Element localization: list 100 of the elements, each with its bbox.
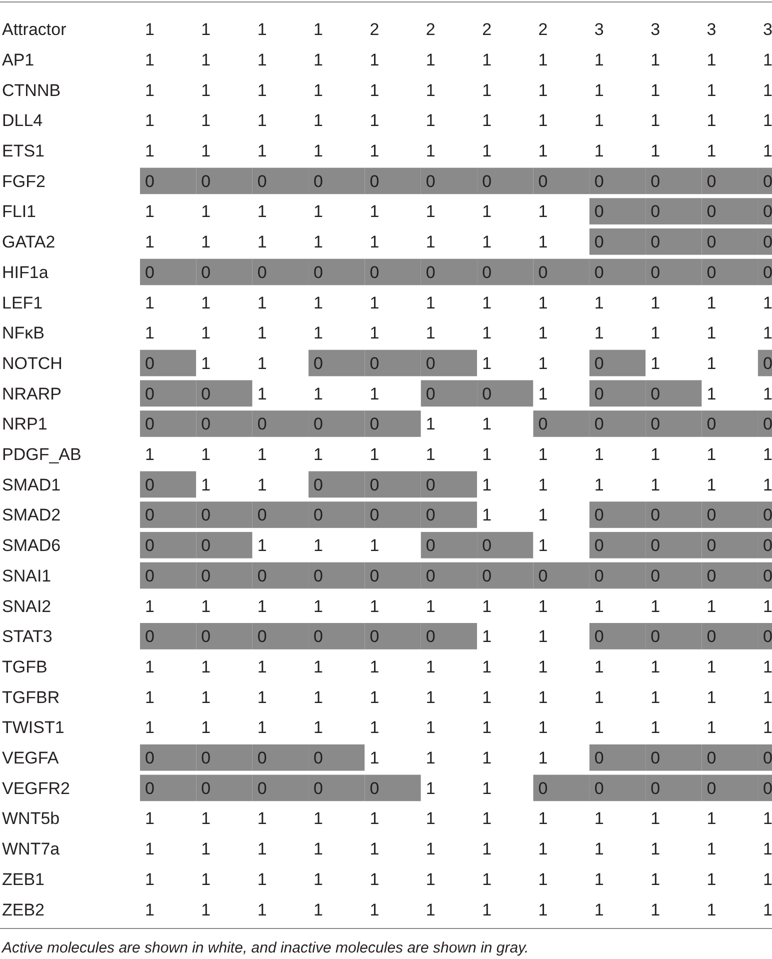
data-label: 0 [594, 262, 604, 282]
data-label: 1 [201, 354, 211, 373]
data-label: 1 [538, 748, 548, 768]
data-label: 1 [314, 900, 323, 920]
data-label: 1 [538, 354, 548, 373]
data-label: 0 [650, 627, 660, 646]
data-label: 0 [762, 536, 772, 556]
y-tick-label: WNT5b [2, 809, 60, 828]
data-label: 1 [314, 809, 323, 828]
data-label: 1 [370, 809, 380, 828]
data-label: 0 [370, 475, 380, 494]
data-label: 1 [538, 688, 548, 707]
data-label: 1 [201, 809, 211, 828]
data-label: 1 [650, 900, 660, 920]
data-label: 1 [538, 202, 548, 222]
data-label: 1 [650, 50, 660, 70]
data-label: 1 [762, 718, 772, 738]
data-label: 0 [706, 506, 716, 525]
data-label: 1 [201, 202, 211, 222]
data-label: 1 [426, 445, 436, 464]
data-label: 0 [201, 262, 211, 282]
data-label: 1 [370, 324, 380, 343]
data-label: 1 [145, 445, 154, 464]
y-tick-label: ZEB2 [2, 900, 45, 920]
data-label: 0 [762, 202, 772, 222]
x-axis-title: Attractor [2, 20, 67, 40]
y-tick-label: SNAI2 [2, 596, 52, 616]
data-label: 1 [594, 50, 604, 70]
data-label: 0 [314, 627, 323, 646]
data-label: 1 [762, 445, 772, 464]
y-tick-label: PDGF_AB [2, 445, 82, 464]
data-label: 1 [145, 718, 154, 738]
data-label: 1 [257, 870, 267, 889]
data-label: 0 [257, 506, 267, 525]
data-label: 1 [706, 354, 716, 373]
data-label: 1 [762, 324, 772, 343]
data-label: 1 [370, 536, 380, 556]
data-label: 1 [201, 657, 211, 676]
data-label: 0 [762, 748, 772, 768]
data-label: 1 [257, 232, 267, 252]
data-label: 0 [201, 566, 211, 586]
data-label: 0 [482, 172, 492, 191]
data-label: 1 [650, 688, 660, 707]
y-tick-label: NFκB [2, 324, 44, 343]
data-label: 0 [201, 506, 211, 525]
data-label: 1 [706, 80, 716, 100]
data-label: 1 [594, 718, 604, 738]
data-label: 0 [257, 172, 267, 191]
data-label: 0 [706, 232, 716, 252]
data-label: 0 [370, 172, 380, 191]
data-label: 1 [257, 445, 267, 464]
text: Active molecules are shown in white, and inactive molecules are shown in gray. [1, 940, 529, 956]
data-label: 1 [257, 809, 267, 828]
data-label: 1 [426, 111, 436, 130]
data-label: 1 [650, 657, 660, 676]
data-label: 0 [594, 232, 604, 252]
data-label: 1 [257, 384, 267, 404]
data-label: 1 [257, 475, 267, 494]
data-label: 1 [482, 840, 492, 859]
data-label: 0 [145, 172, 154, 191]
data-label: 0 [538, 172, 548, 191]
data-label: 0 [594, 414, 604, 434]
data-label: 1 [594, 445, 604, 464]
data-label: 1 [370, 657, 380, 676]
data-label: 1 [762, 111, 772, 130]
data-label: 1 [201, 111, 211, 130]
y-tick-label: TGFB [2, 657, 48, 676]
data-label: 0 [762, 778, 772, 798]
data-label: 0 [538, 262, 548, 282]
data-label: 1 [594, 142, 604, 161]
data-label: 1 [482, 748, 492, 768]
data-label: 1 [594, 870, 604, 889]
data-label: 1 [482, 596, 492, 616]
y-tick-label: LEF1 [2, 293, 43, 312]
data-label: 1 [482, 111, 492, 130]
data-label: 0 [314, 748, 323, 768]
data-label: 1 [426, 142, 436, 161]
data-label: 1 [482, 445, 492, 464]
data-label: 1 [538, 475, 548, 494]
data-label: 0 [145, 566, 154, 586]
data-label: 1 [762, 657, 772, 676]
data-label: 1 [370, 748, 380, 768]
data-label: 1 [762, 840, 772, 859]
y-tick-label: STAT3 [2, 627, 52, 646]
data-label: 1 [257, 293, 267, 312]
data-label: 1 [594, 900, 604, 920]
data-label: 1 [426, 900, 436, 920]
data-label: 1 [762, 475, 772, 494]
data-label: 0 [482, 262, 492, 282]
data-label: 1 [482, 293, 492, 312]
data-label: 0 [650, 172, 660, 191]
data-label: 1 [257, 688, 267, 707]
data-label: 0 [762, 566, 772, 586]
data-label: 1 [482, 870, 492, 889]
x-tick-label: 2 [538, 20, 548, 40]
data-label: 1 [482, 414, 492, 434]
data-label: 1 [201, 840, 211, 859]
y-tick-label: CTNNB [2, 80, 61, 100]
data-label: 0 [145, 475, 154, 494]
data-label: 1 [482, 354, 492, 373]
